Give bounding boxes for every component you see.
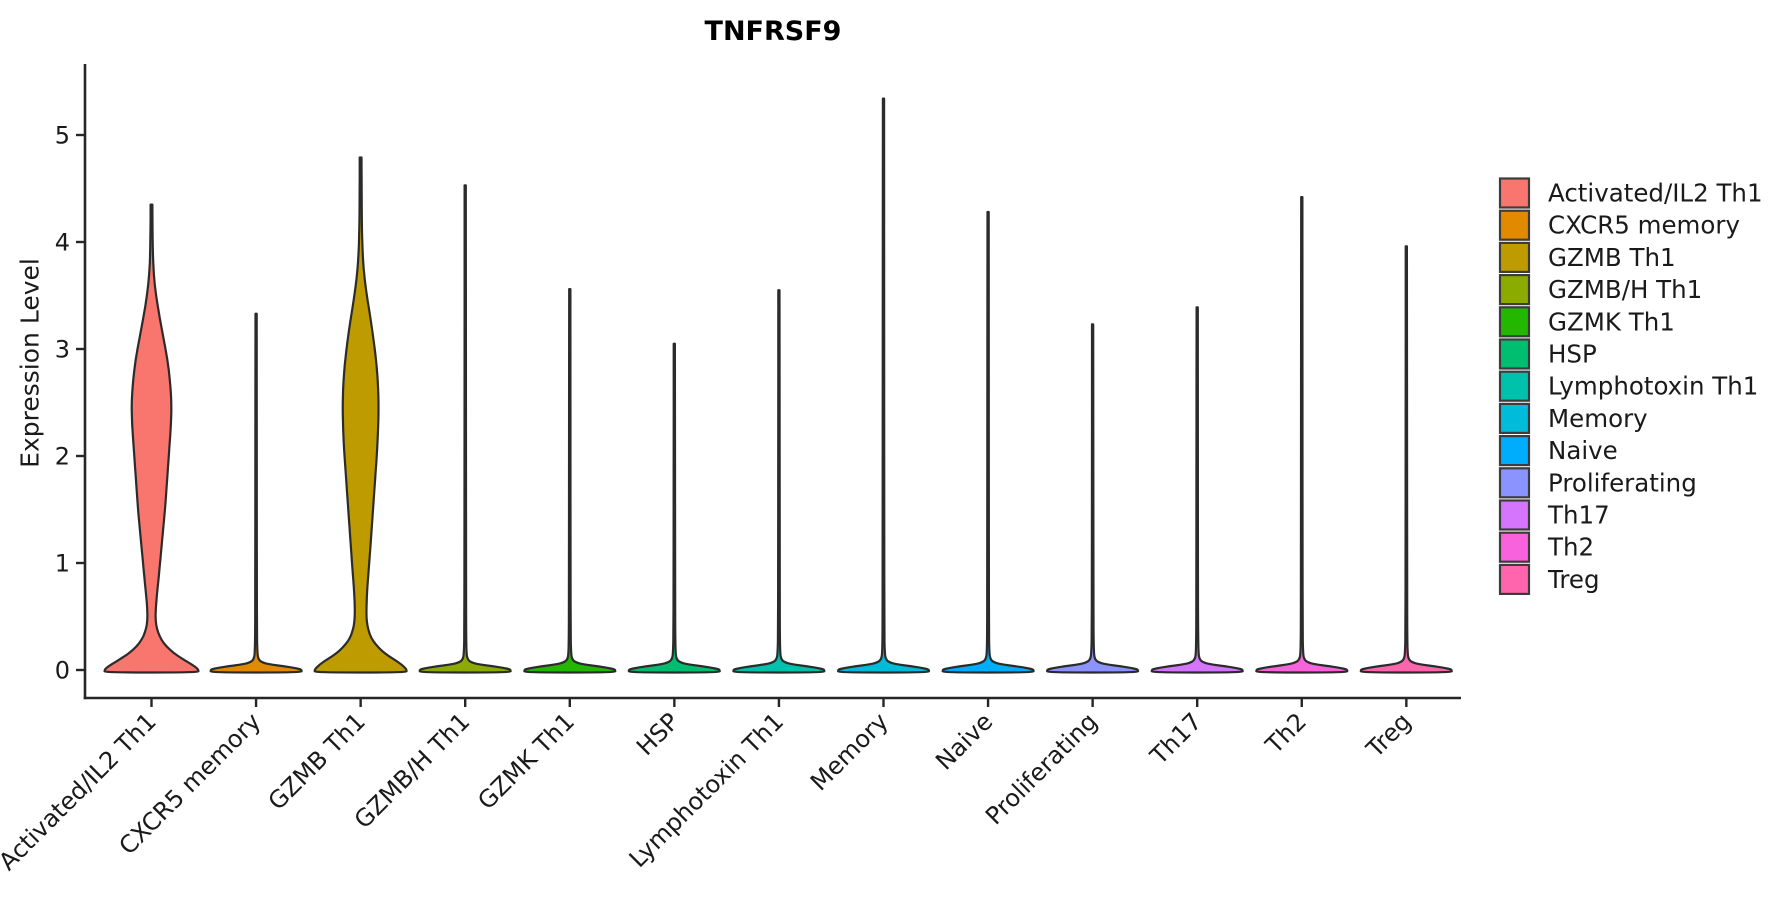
legend-swatch-activated-il2-th1: [1498, 177, 1531, 209]
violin-activated-il2-th1: [103, 203, 200, 674]
violin-th2: [1255, 196, 1349, 674]
legend-swatch-proliferating: [1498, 467, 1531, 499]
x-tick-label-gzmk-th1: GZMK Th1: [472, 707, 580, 815]
x-tick-label-hsp: HSP: [631, 707, 685, 761]
y-tick-label: 2: [55, 443, 70, 471]
legend-label-naive: Naive: [1548, 436, 1618, 465]
legend-label-proliferating: Proliferating: [1548, 468, 1697, 497]
x-tick-label-memory: Memory: [805, 707, 894, 796]
legend-label-th2: Th2: [1547, 533, 1594, 562]
legend-swatch-memory: [1498, 402, 1531, 434]
x-tick-label-th2: Th2: [1260, 707, 1312, 759]
violin-gzmb-h-th1: [418, 184, 512, 674]
legend-swatch-hsp: [1498, 338, 1531, 370]
violin-treg: [1359, 245, 1453, 674]
chart-title: TNFRSF9: [704, 16, 842, 47]
violin-th17: [1150, 306, 1244, 674]
legend-label-gzmk-th1: GZMK Th1: [1548, 307, 1675, 336]
x-tick-label-naive: Naive: [930, 707, 998, 775]
y-tick-label: 3: [55, 336, 70, 364]
legend-label-th17: Th17: [1547, 501, 1610, 530]
legend-label-lymphotoxin-th1: Lymphotoxin Th1: [1548, 372, 1758, 401]
violin-gzmb-th1: [313, 156, 408, 674]
x-tick-label-gzmb-th1: GZMB Th1: [263, 707, 371, 815]
legend-label-memory: Memory: [1548, 404, 1648, 433]
legend-label-gzmb-h-th1: GZMB/H Th1: [1548, 275, 1702, 304]
y-tick-label: 0: [55, 657, 70, 685]
legend-swatch-gzmb-th1: [1498, 241, 1531, 273]
legend-swatch-th17: [1498, 499, 1531, 531]
legend-swatch-cxcr5-memory: [1498, 209, 1531, 241]
violin-lymphotoxin-th1: [732, 289, 826, 674]
y-tick-label: 5: [55, 122, 70, 150]
violin-proliferating: [1046, 323, 1140, 674]
violin-cxcr5-memory: [209, 312, 303, 674]
legend-swatch-gzmk-th1: [1498, 306, 1531, 338]
violin-gzmk-th1: [523, 288, 617, 674]
violin-memory: [836, 97, 931, 674]
legend-label-cxcr5-memory: CXCR5 memory: [1548, 211, 1740, 240]
x-tick-label-treg: Treg: [1360, 707, 1416, 763]
legend-swatch-gzmb-h-th1: [1498, 274, 1531, 306]
violin-hsp: [627, 342, 721, 674]
x-tick-label-th17: Th17: [1144, 707, 1207, 770]
x-tick-label-proliferating: Proliferating: [980, 707, 1103, 830]
legend-swatch-naive: [1498, 435, 1531, 467]
legend-swatch-lymphotoxin-th1: [1498, 370, 1531, 402]
legend-swatch-th2: [1498, 531, 1531, 563]
violin-naive: [941, 210, 1035, 674]
legend-label-gzmb-th1: GZMB Th1: [1548, 243, 1676, 272]
legend-label-activated-il2-th1: Activated/IL2 Th1: [1548, 179, 1763, 208]
y-tick-label: 4: [55, 229, 70, 257]
legend-swatch-treg: [1498, 563, 1531, 596]
legend-label-hsp: HSP: [1548, 340, 1597, 369]
y-tick-label: 1: [55, 550, 70, 578]
legend-label-treg: Treg: [1547, 565, 1600, 594]
